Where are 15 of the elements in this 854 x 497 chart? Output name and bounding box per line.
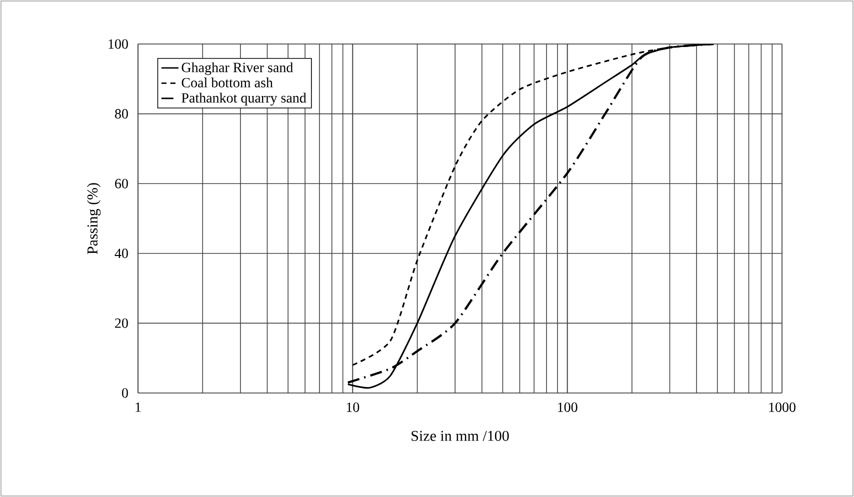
- x-axis-title: Size in mm /100: [412, 430, 509, 441]
- y-axis-title: Passing (%): [86, 183, 101, 254]
- legend-label: Pathankot quarry sand: [182, 92, 306, 106]
- x-tick-label: 1000: [769, 402, 796, 412]
- y-tick-label: 60: [115, 178, 128, 188]
- legend-label: Coal bottom ash: [182, 78, 273, 88]
- x-tick-label: 10: [346, 402, 360, 412]
- x-tick-label: 100: [558, 402, 578, 412]
- y-tick-label: 80: [115, 109, 128, 119]
- y-tick-label: 40: [114, 248, 128, 258]
- legend-label: Ghaghar River sand: [182, 62, 294, 76]
- x-tick-label: 1: [136, 402, 141, 412]
- y-tick-label: 0: [122, 388, 128, 398]
- y-tick-label: 100: [108, 39, 128, 49]
- y-tick-label: 20: [115, 318, 128, 328]
